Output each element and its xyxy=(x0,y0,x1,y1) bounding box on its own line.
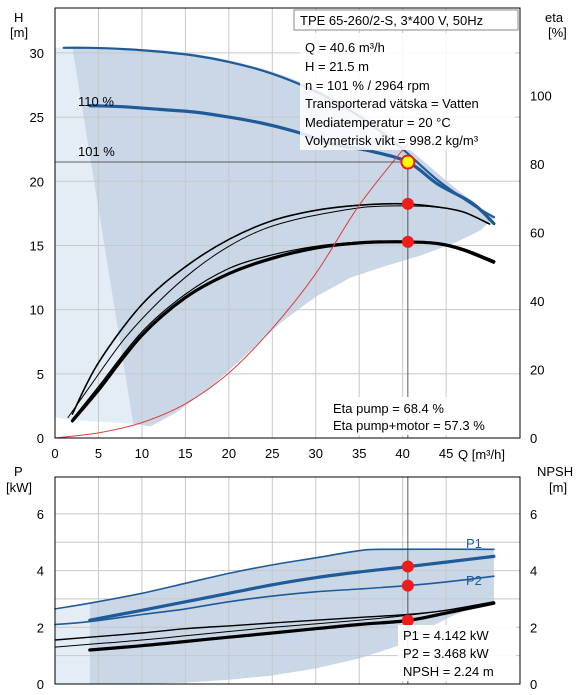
q-axis-label: Q [m³/h] xyxy=(458,447,505,462)
power-plot-frame xyxy=(54,476,521,685)
curve-label-110: 110 % xyxy=(78,94,114,109)
eta-tick-label: 0 xyxy=(530,431,537,446)
q-tick-label: 30 xyxy=(309,446,323,461)
npsh-tick-label: 0 xyxy=(530,677,537,692)
duty-info: Q = 40.6 m³/h H = 21.5 m n = 101 % / 296… xyxy=(300,33,515,150)
p-tick-label: 6 xyxy=(37,507,44,522)
h-tick-label: 10 xyxy=(30,303,44,318)
h-tick-label: 5 xyxy=(37,367,44,382)
info-temp: Mediatemperatur = 20 °C xyxy=(305,115,451,130)
npsh-point xyxy=(401,614,414,627)
head-duty-curve xyxy=(88,104,496,226)
power-band-left xyxy=(55,603,90,684)
p-axis-label: P xyxy=(14,464,23,479)
head-band-left xyxy=(55,47,134,424)
eta-axis-label: eta xyxy=(545,10,564,25)
info-q: Q = 40.6 m³/h xyxy=(305,40,385,55)
h-tick-label: 20 xyxy=(30,174,44,189)
p2-curve xyxy=(54,575,495,626)
p1-curve xyxy=(88,554,496,622)
eta-total-annotation: Eta pump+motor = 57.3 % xyxy=(333,418,485,433)
power-ticks: 0 2 4 6 0 2 4 6 xyxy=(37,507,537,692)
head-points xyxy=(400,154,416,248)
power-band xyxy=(89,549,494,684)
h-tick-label: 30 xyxy=(30,46,44,61)
p1-point xyxy=(401,560,414,573)
h-tick-label: 0 xyxy=(37,431,44,446)
p1-curve-label: P1 xyxy=(466,536,482,551)
npsh-annotation: NPSH = 2.24 m xyxy=(403,664,494,679)
npsh-curve xyxy=(88,601,496,652)
p-tick-label: 2 xyxy=(37,620,44,635)
q-tick-label: 45 xyxy=(439,446,453,461)
q-tick-label: 25 xyxy=(265,446,279,461)
h-axis-unit: [m] xyxy=(10,25,28,40)
p2-alt-curve xyxy=(54,601,495,648)
chart-title: TPE 65-260/2-S, 3*400 V, 50Hz xyxy=(300,13,483,28)
head-max-curve xyxy=(62,46,495,219)
power-npsh-chart: 0 2 4 6 0 2 4 6 P [kW] NPSH [m] P1 P2 P1 = 4.14… xyxy=(6,464,573,692)
eta-tick-label: 20 xyxy=(530,363,544,378)
eta-tick-label: 100 xyxy=(530,89,552,104)
npsh-axis-unit: [m] xyxy=(549,480,567,495)
npsh-axis-label: NPSH xyxy=(537,464,573,479)
eta-pump-annotation: Eta pump = 68.4 % xyxy=(333,401,444,416)
npsh-tick-label: 2 xyxy=(530,620,537,635)
h-tick-label: 15 xyxy=(30,238,44,253)
power-points xyxy=(401,560,414,627)
head-ticks: 0 5 10 15 20 25 30 35 40 45 0 5 10 15 20 25 30 0 20 40 60 80 1… xyxy=(30,46,552,461)
p2-curve-label: P2 xyxy=(466,573,482,588)
p2-annotation: P2 = 3.468 kW xyxy=(403,646,489,661)
head-plot-frame xyxy=(54,7,521,439)
eta-total-curve xyxy=(70,240,496,423)
power-curves xyxy=(54,477,496,684)
q-tick-label: 20 xyxy=(222,446,236,461)
p-axis-unit: [kW] xyxy=(6,480,32,495)
q-tick-label: 15 xyxy=(178,446,192,461)
p-tick-label: 4 xyxy=(37,564,44,579)
eta-red-curve xyxy=(54,143,409,439)
eta-axis-unit: [%] xyxy=(548,25,567,40)
npsh-tick-label: 4 xyxy=(530,564,537,579)
info-density: Volymetrisk vikt = 998.2 kg/m³ xyxy=(305,133,479,148)
title-box xyxy=(293,9,519,31)
h-axis-label: H xyxy=(14,10,23,25)
eta-pump-point xyxy=(401,197,414,210)
eta-total-alt-curve xyxy=(71,240,495,420)
p1-max-curve xyxy=(54,548,495,610)
info-h: H = 21.5 m xyxy=(305,59,369,74)
q-tick-label: 35 xyxy=(352,446,366,461)
q-tick-label: 10 xyxy=(135,446,149,461)
duty-point xyxy=(400,154,416,170)
eta-pump-max-curve xyxy=(67,205,491,418)
eta-total-point xyxy=(401,235,414,248)
q-tick-label: 40 xyxy=(395,446,409,461)
eta-tick-label: 40 xyxy=(530,294,544,309)
npsh-tick-label: 6 xyxy=(530,507,537,522)
q-tick-label: 0 xyxy=(51,446,58,461)
p1-annotation: P1 = 4.142 kW xyxy=(403,628,489,643)
curve-label-101: 101 % xyxy=(78,144,115,159)
p-tick-label: 0 xyxy=(37,677,44,692)
q-tick-label: 5 xyxy=(95,446,102,461)
p2-point xyxy=(401,579,414,592)
eta-tick-label: 80 xyxy=(530,157,544,172)
info-n: n = 101 % / 2964 rpm xyxy=(305,78,430,93)
h-tick-label: 25 xyxy=(30,110,44,125)
eta-tick-label: 60 xyxy=(530,226,544,241)
info-liquid: Transporterad vätska = Vatten xyxy=(305,96,479,111)
